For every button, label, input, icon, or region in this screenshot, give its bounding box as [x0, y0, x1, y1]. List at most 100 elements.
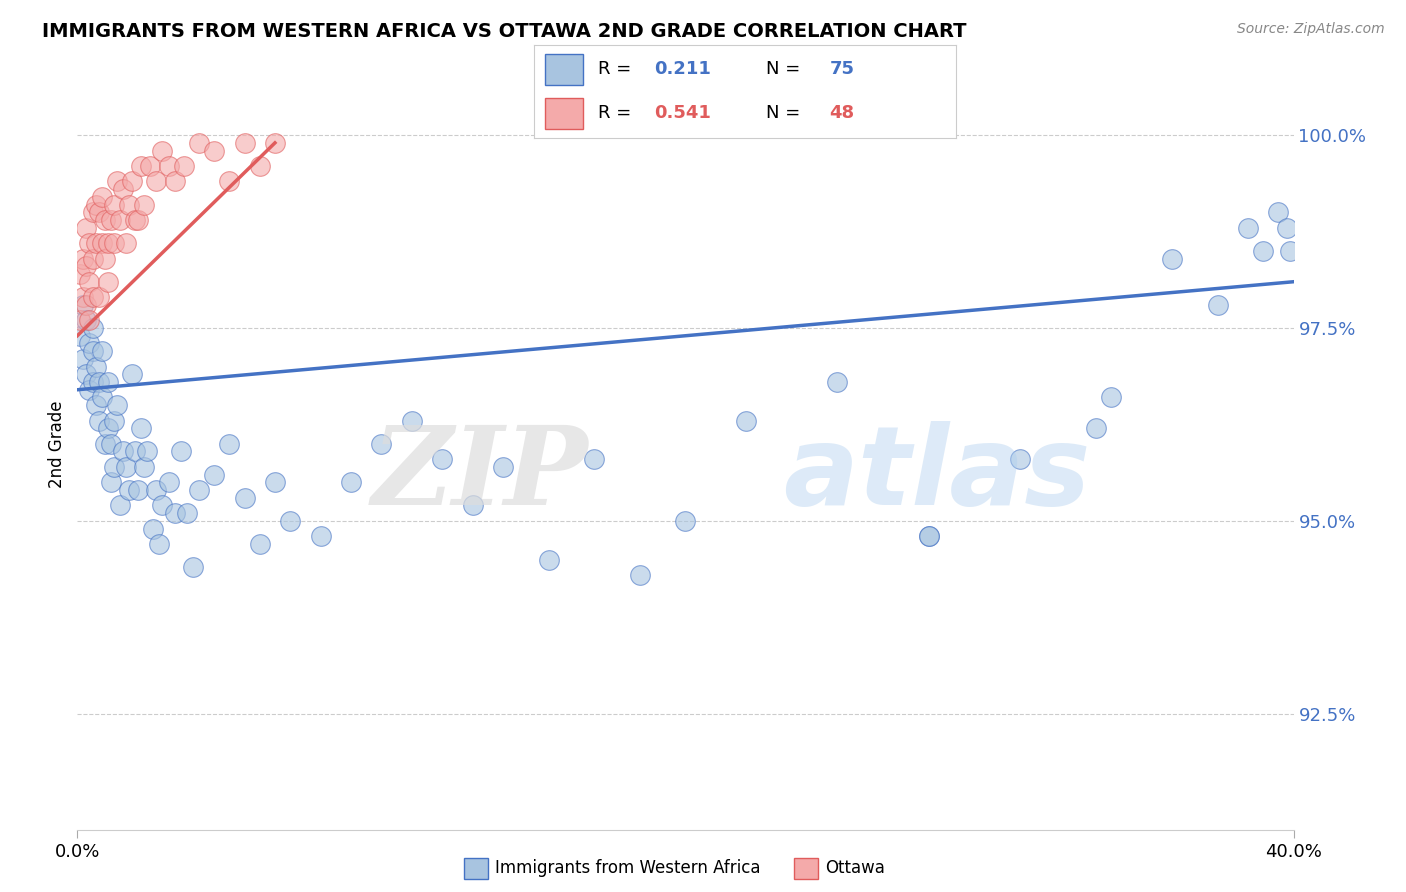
Point — [93, 437, 115, 451]
Point — [105, 398, 128, 412]
Point — [176, 506, 198, 520]
Point — [628, 568, 651, 582]
Point — [103, 236, 125, 251]
Point — [202, 144, 225, 158]
Point — [188, 483, 211, 497]
Point — [118, 483, 141, 497]
Point — [675, 514, 697, 528]
Point — [87, 414, 110, 428]
Point — [127, 483, 149, 497]
Point — [152, 499, 174, 513]
Point — [79, 236, 101, 251]
Point — [401, 414, 423, 428]
Point — [100, 213, 122, 227]
Point — [918, 529, 941, 543]
Point — [309, 529, 332, 543]
Point — [82, 375, 104, 389]
Point — [82, 321, 104, 335]
Text: ZIP: ZIP — [371, 421, 588, 528]
Text: 75: 75 — [830, 61, 855, 78]
Point — [84, 236, 107, 251]
Point — [152, 144, 174, 158]
Point — [90, 236, 112, 251]
Text: 0.211: 0.211 — [654, 61, 711, 78]
Point — [139, 159, 162, 173]
Point — [108, 499, 131, 513]
Point — [142, 522, 165, 536]
Point — [1206, 298, 1229, 312]
Point — [72, 351, 94, 366]
Point — [121, 368, 143, 382]
Point — [1161, 252, 1184, 266]
Point — [735, 414, 758, 428]
Point — [218, 174, 240, 188]
Point — [163, 174, 186, 188]
Point — [82, 344, 104, 359]
Point — [148, 537, 170, 551]
Point — [84, 197, 107, 211]
Point — [79, 383, 101, 397]
Point — [233, 491, 256, 505]
Point — [97, 236, 120, 251]
Point — [461, 499, 484, 513]
Point — [1251, 244, 1274, 258]
Point — [118, 197, 141, 211]
Point — [69, 328, 91, 343]
Text: IMMIGRANTS FROM WESTERN AFRICA VS OTTAWA 2ND GRADE CORRELATION CHART: IMMIGRANTS FROM WESTERN AFRICA VS OTTAWA… — [42, 22, 967, 41]
Text: Ottawa: Ottawa — [825, 859, 886, 878]
Point — [87, 205, 110, 219]
Text: 48: 48 — [830, 104, 855, 122]
Point — [157, 475, 180, 490]
Point — [111, 182, 134, 196]
Point — [97, 375, 120, 389]
Point — [202, 467, 225, 482]
Point — [264, 475, 287, 490]
Point — [430, 452, 453, 467]
FancyBboxPatch shape — [544, 98, 582, 129]
Point — [340, 475, 363, 490]
Text: Source: ZipAtlas.com: Source: ZipAtlas.com — [1237, 22, 1385, 37]
Point — [82, 205, 104, 219]
Point — [108, 213, 131, 227]
Point — [75, 298, 97, 312]
Point — [90, 391, 112, 405]
FancyBboxPatch shape — [544, 54, 582, 85]
Text: R =: R = — [598, 61, 643, 78]
Point — [105, 174, 128, 188]
Point — [69, 313, 91, 327]
Point — [827, 375, 849, 389]
Point — [492, 459, 515, 474]
Point — [136, 444, 159, 458]
Point — [100, 437, 122, 451]
Point — [84, 398, 107, 412]
Point — [103, 459, 125, 474]
Point — [249, 537, 271, 551]
Point — [127, 213, 149, 227]
Point — [79, 336, 101, 351]
Point — [97, 421, 120, 435]
Point — [82, 290, 104, 304]
Point — [75, 220, 97, 235]
Point — [157, 159, 180, 173]
Point — [1267, 205, 1289, 219]
Point — [115, 236, 138, 251]
Point — [84, 359, 107, 374]
Point — [145, 483, 167, 497]
Point — [72, 290, 94, 304]
Point — [111, 444, 134, 458]
Point — [79, 275, 101, 289]
Point — [134, 197, 156, 211]
Point — [90, 344, 112, 359]
Text: atlas: atlas — [783, 421, 1090, 528]
Point — [537, 552, 560, 566]
Point — [278, 514, 301, 528]
Point — [93, 213, 115, 227]
Text: R =: R = — [598, 104, 643, 122]
Point — [97, 275, 120, 289]
Point — [69, 267, 91, 281]
Point — [87, 290, 110, 304]
Point — [72, 252, 94, 266]
Point — [918, 529, 941, 543]
Point — [121, 174, 143, 188]
Point — [233, 136, 256, 150]
